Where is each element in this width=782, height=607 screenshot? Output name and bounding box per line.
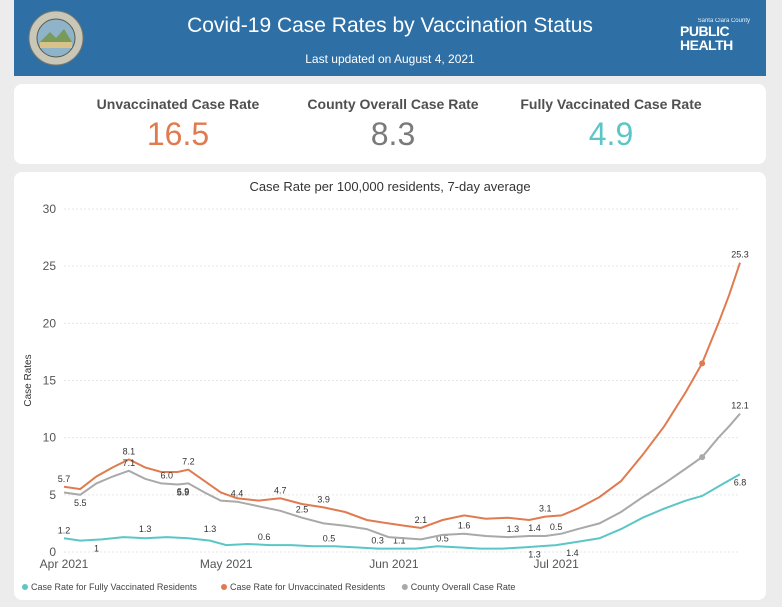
data-label: 25.3 — [731, 250, 749, 260]
kpi-unvaccinated-value: 16.5 — [146, 116, 210, 152]
y-axis-label: Case Rates — [23, 354, 34, 406]
chart-card: Case Rate per 100,000 residents, 7-day a… — [14, 172, 766, 600]
data-label: 3.1 — [539, 504, 552, 514]
data-label: 6.9 — [177, 486, 190, 496]
data-label: 4.4 — [231, 489, 244, 499]
kpi-vaccinated-label: Fully Vaccinated Case Rate — [520, 96, 702, 112]
data-label: 12.1 — [731, 401, 749, 411]
kpi-overall-value: 8.3 — [370, 116, 416, 152]
series-line-1 — [63, 262, 741, 530]
data-label: 2.5 — [296, 505, 309, 515]
kpi-vaccinated: Fully Vaccinated Case Rate 4.9 — [491, 96, 731, 153]
kpi-card: Unvaccinated Case Rate 16.5 County Overa… — [14, 84, 766, 164]
y-tick-label: 20 — [43, 316, 57, 330]
data-label: 1.3 — [139, 524, 152, 534]
data-label: 1.3 — [507, 524, 520, 534]
data-label: 1.1 — [393, 536, 406, 546]
legend-entry-1: Case Rate for Unvaccinated Residents — [230, 582, 386, 592]
data-label: 1 — [94, 544, 99, 554]
data-label: 1.6 — [458, 521, 471, 531]
series-line-2 — [63, 413, 741, 541]
case-rate-chart: Case Rate per 100,000 residents, 7-day a… — [22, 179, 749, 592]
series-marker-1 — [699, 360, 706, 367]
data-label: 1.3 — [528, 549, 541, 559]
data-label: 7.1 — [123, 458, 136, 468]
data-label: 2.1 — [415, 515, 428, 525]
data-label: 0.3 — [371, 536, 384, 546]
data-label: 5.7 — [58, 474, 71, 484]
y-tick-label: 10 — [43, 431, 57, 445]
y-tick-label: 5 — [49, 488, 56, 502]
data-label: 6.0 — [160, 470, 173, 480]
kpi-vaccinated-value: 4.9 — [588, 116, 634, 152]
header-banner: Covid-19 Case Rates by Vaccination Statu… — [14, 0, 766, 76]
data-label: 0.6 — [258, 532, 271, 542]
kpi-overall-label: County Overall Case Rate — [307, 96, 479, 112]
logo-public: PUBLIC — [680, 23, 730, 39]
data-label: 6.8 — [734, 477, 747, 487]
county-seal-icon — [28, 10, 84, 66]
data-label: 5.9 — [177, 488, 190, 498]
data-label: 1.4 — [528, 523, 541, 533]
chart-title: Case Rate per 100,000 residents, 7-day a… — [249, 179, 530, 194]
logo-county: Santa Clara County — [697, 18, 750, 24]
data-label: 0.5 — [323, 533, 336, 543]
data-label: 0.5 — [550, 522, 563, 532]
kpi-unvaccinated: Unvaccinated Case Rate 16.5 — [58, 96, 298, 153]
data-label: 1.2 — [58, 525, 71, 535]
y-tick-label: 15 — [43, 374, 57, 388]
series-line-0 — [63, 473, 741, 550]
x-tick-label: Jun 2021 — [369, 557, 419, 571]
data-label: 7.2 — [182, 457, 195, 467]
data-label: 3.9 — [317, 494, 330, 504]
data-label: 1.4 — [566, 548, 579, 558]
kpi-unvaccinated-label: Unvaccinated Case Rate — [96, 96, 260, 112]
data-label: 5.5 — [74, 498, 87, 508]
legend-marker-2 — [401, 584, 408, 590]
data-label: 1.3 — [204, 524, 217, 534]
series-marker-2 — [699, 454, 706, 461]
data-label: 4.7 — [274, 485, 287, 495]
last-updated: Last updated on August 4, 2021 — [305, 52, 475, 66]
data-label: 8.1 — [123, 446, 136, 456]
x-tick-label: May 2021 — [200, 557, 253, 571]
page-title: Covid-19 Case Rates by Vaccination Statu… — [187, 14, 593, 37]
y-tick-label: 30 — [43, 202, 57, 216]
public-health-logo: Santa Clara County PUBLIC HEALTH — [680, 18, 750, 62]
x-tick-label: Apr 2021 — [40, 557, 89, 571]
data-label: 0.5 — [436, 533, 449, 543]
legend-marker-0 — [22, 584, 28, 590]
y-tick-label: 25 — [43, 259, 57, 273]
kpi-overall: County Overall Case Rate 8.3 — [273, 96, 513, 153]
legend-entry-2: County Overall Case Rate — [411, 582, 516, 592]
x-tick-label: Jul 2021 — [533, 557, 579, 571]
logo-health: HEALTH — [680, 37, 733, 53]
legend-entry-0: Case Rate for Fully Vaccinated Residents — [31, 582, 197, 592]
y-tick-label: 0 — [49, 545, 56, 559]
legend-marker-1 — [221, 584, 227, 590]
